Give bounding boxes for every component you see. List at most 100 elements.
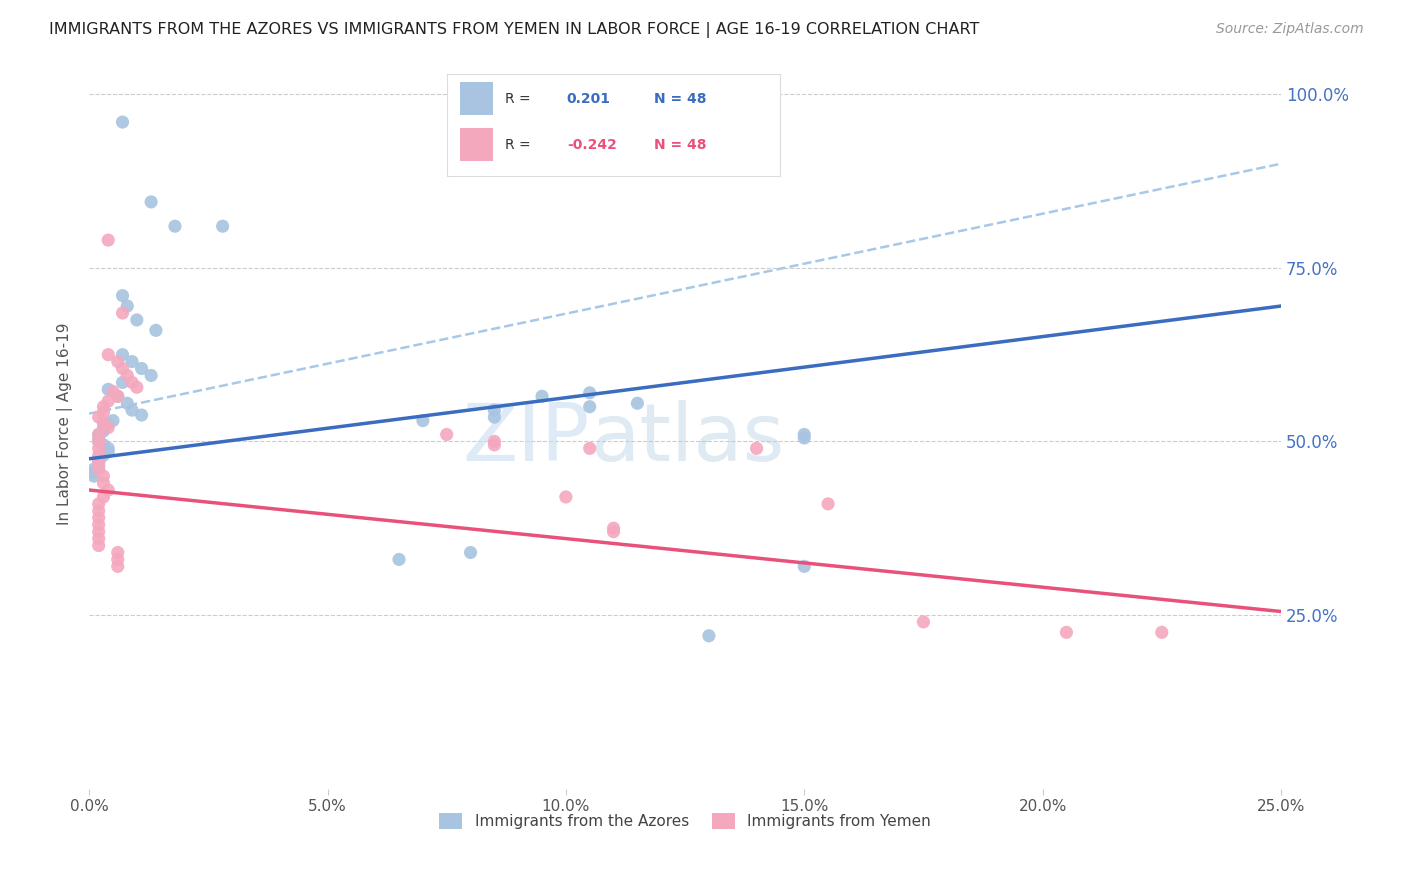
Point	[163, 219, 186, 234]
Point	[87, 497, 110, 511]
Point	[484, 403, 506, 417]
Point	[211, 219, 233, 234]
Point	[484, 434, 506, 449]
Point	[745, 442, 768, 456]
Text: Source: ZipAtlas.com: Source: ZipAtlas.com	[1216, 22, 1364, 37]
Point	[93, 416, 115, 430]
Point	[97, 445, 120, 459]
Point	[602, 521, 624, 535]
Text: IMMIGRANTS FROM THE AZORES VS IMMIGRANTS FROM YEMEN IN LABOR FORCE | AGE 16-19 C: IMMIGRANTS FROM THE AZORES VS IMMIGRANTS…	[49, 22, 980, 38]
Point	[117, 299, 139, 313]
Point	[93, 420, 115, 434]
Point	[93, 400, 115, 414]
Point	[87, 451, 110, 466]
Point	[101, 384, 124, 399]
Point	[531, 389, 554, 403]
Point	[817, 497, 839, 511]
Point	[578, 400, 600, 414]
Point	[93, 476, 115, 491]
Point	[412, 414, 434, 428]
Point	[87, 517, 110, 532]
Point	[793, 559, 815, 574]
Point	[93, 469, 115, 483]
Point	[125, 313, 148, 327]
Y-axis label: In Labor Force | Age 16-19: In Labor Force | Age 16-19	[58, 323, 73, 525]
Legend: Immigrants from the Azores, Immigrants from Yemen: Immigrants from the Azores, Immigrants f…	[433, 807, 936, 836]
Point	[93, 405, 115, 419]
Point	[460, 545, 482, 559]
Point	[87, 504, 110, 518]
Text: ZIP: ZIP	[463, 400, 589, 477]
Point	[117, 396, 139, 410]
Point	[793, 427, 815, 442]
Point	[87, 410, 110, 425]
Point	[83, 462, 105, 476]
Point	[107, 354, 129, 368]
Point	[87, 510, 110, 524]
Point	[111, 115, 134, 129]
Point	[87, 434, 110, 449]
Point	[1054, 625, 1077, 640]
Point	[107, 389, 129, 403]
Point	[121, 354, 143, 368]
Point	[93, 490, 115, 504]
Point	[388, 552, 411, 566]
Point	[97, 348, 120, 362]
Point	[97, 233, 120, 247]
Point	[107, 552, 129, 566]
Point	[87, 442, 110, 456]
Point	[131, 361, 153, 376]
Point	[139, 368, 162, 383]
Point	[626, 396, 648, 410]
Point	[87, 455, 110, 469]
Point	[697, 629, 720, 643]
Point	[87, 448, 110, 462]
Point	[87, 524, 110, 539]
Point	[101, 414, 124, 428]
Point	[121, 403, 143, 417]
Point	[578, 442, 600, 456]
Point	[484, 410, 506, 425]
Point	[111, 361, 134, 376]
Text: atlas: atlas	[589, 400, 785, 477]
Point	[1150, 625, 1173, 640]
Point	[87, 462, 110, 476]
Point	[97, 382, 120, 396]
Point	[111, 376, 134, 390]
Point	[139, 194, 162, 209]
Point	[93, 438, 115, 452]
Point	[87, 532, 110, 546]
Point	[87, 427, 110, 442]
Point	[121, 376, 143, 390]
Point	[87, 539, 110, 553]
Point	[131, 408, 153, 422]
Point	[97, 442, 120, 456]
Point	[97, 420, 120, 434]
Point	[793, 431, 815, 445]
Point	[111, 348, 134, 362]
Point	[87, 434, 110, 449]
Point	[602, 524, 624, 539]
Point	[912, 615, 935, 629]
Point	[97, 483, 120, 497]
Point	[111, 288, 134, 302]
Point	[107, 389, 129, 403]
Point	[97, 394, 120, 409]
Point	[83, 466, 105, 480]
Point	[117, 368, 139, 383]
Point	[145, 323, 167, 337]
Point	[97, 417, 120, 431]
Point	[578, 385, 600, 400]
Point	[554, 490, 576, 504]
Point	[111, 306, 134, 320]
Point	[93, 448, 115, 462]
Point	[93, 424, 115, 438]
Point	[107, 559, 129, 574]
Point	[87, 427, 110, 442]
Point	[87, 458, 110, 473]
Point	[87, 455, 110, 469]
Point	[125, 380, 148, 394]
Point	[83, 469, 105, 483]
Point	[87, 431, 110, 445]
Point	[436, 427, 458, 442]
